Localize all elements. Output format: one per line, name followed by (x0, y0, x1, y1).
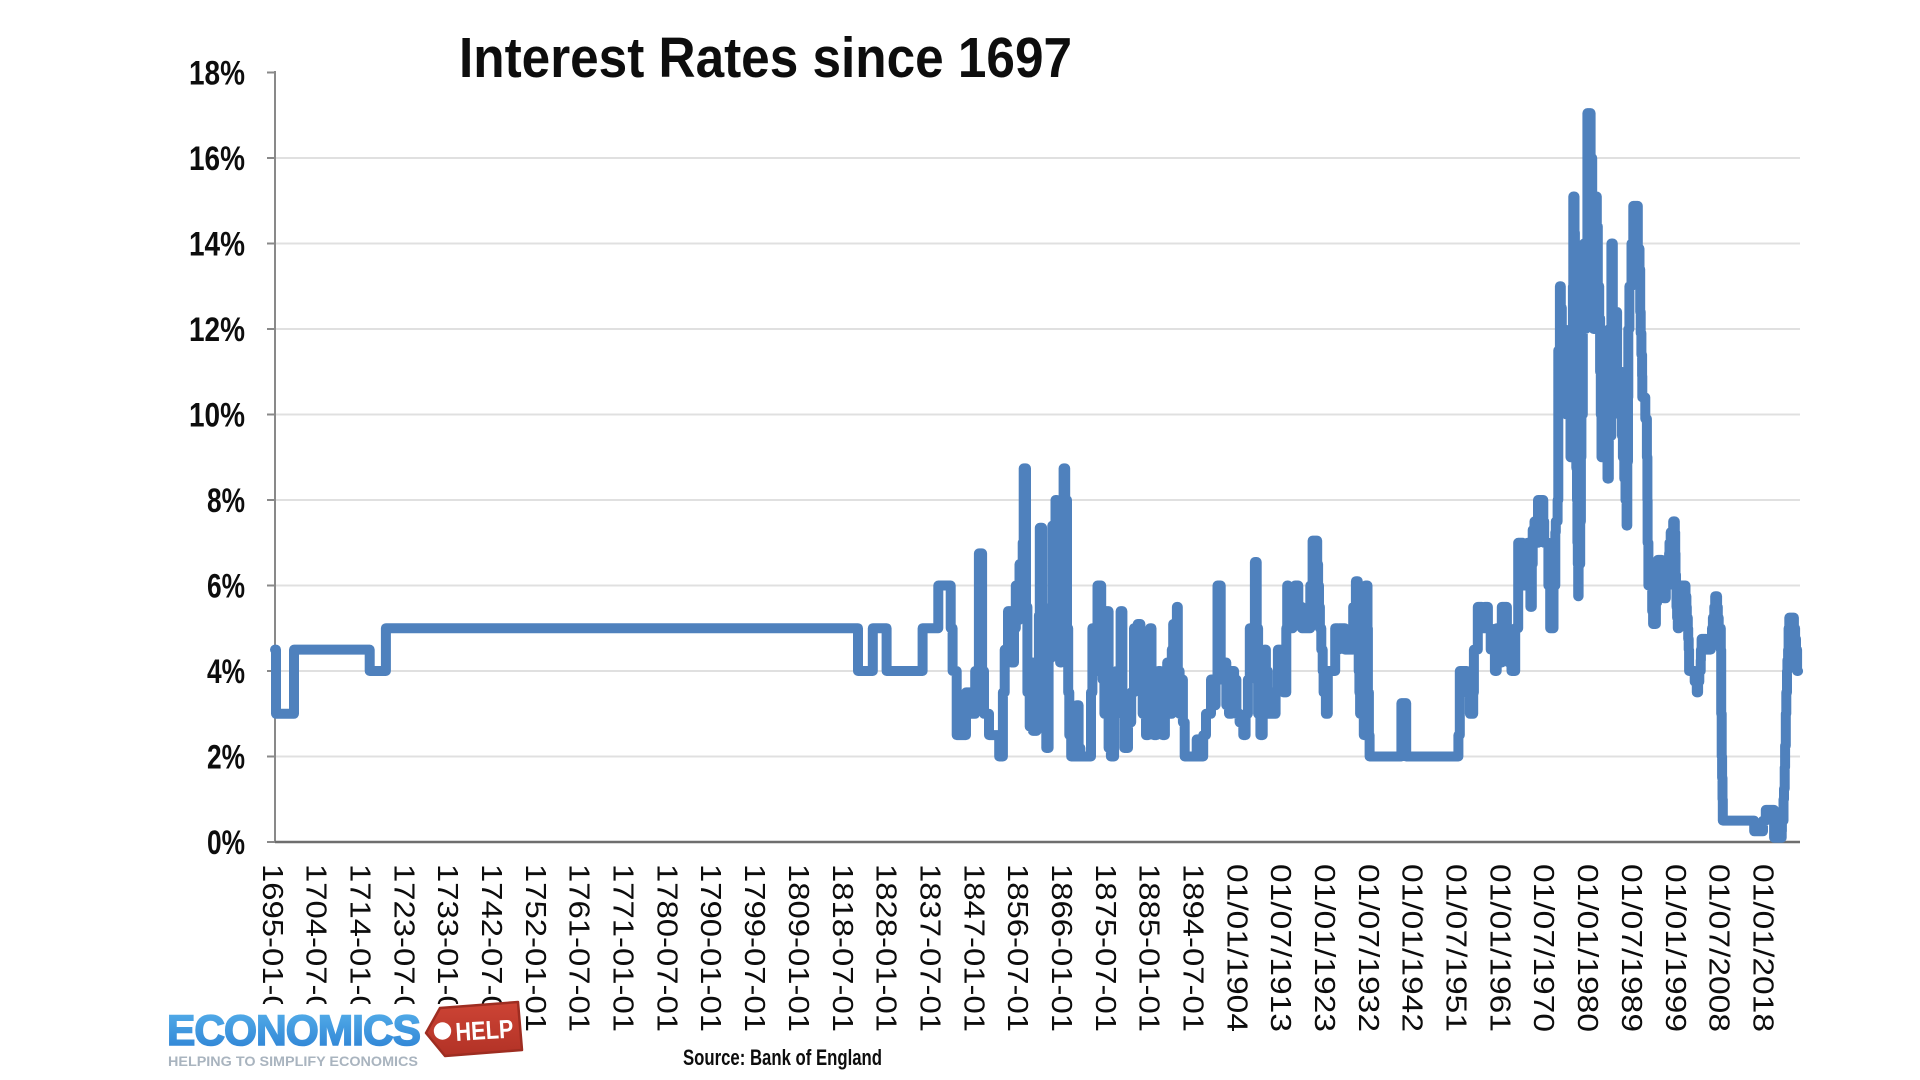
svg-text:1828-01-01: 1828-01-01 (870, 864, 902, 1032)
svg-text:HELPING TO SIMPLIFY ECONOMICS: HELPING TO SIMPLIFY ECONOMICS (168, 1054, 418, 1069)
svg-text:1837-07-01: 1837-07-01 (913, 864, 945, 1032)
svg-text:1885-01-01: 1885-01-01 (1133, 864, 1165, 1032)
svg-text:14%: 14% (189, 226, 245, 264)
svg-text:12%: 12% (189, 311, 245, 349)
svg-text:ECONOMICS: ECONOMICS (167, 1007, 420, 1055)
svg-text:01/07/1932: 01/07/1932 (1352, 864, 1384, 1032)
svg-text:1875-07-01: 1875-07-01 (1089, 864, 1121, 1032)
svg-text:01/01/1961: 01/01/1961 (1483, 864, 1515, 1032)
svg-text:1847-01-01: 1847-01-01 (957, 864, 989, 1032)
svg-text:01/01/1980: 01/01/1980 (1571, 864, 1603, 1032)
svg-text:1799-07-01: 1799-07-01 (738, 864, 770, 1032)
svg-text:18%: 18% (189, 55, 245, 93)
svg-text:01/07/2008: 01/07/2008 (1703, 864, 1735, 1032)
svg-text:Source: Bank of England: Source: Bank of England (683, 1045, 882, 1070)
svg-text:01/07/1970: 01/07/1970 (1527, 864, 1559, 1032)
svg-text:16%: 16% (189, 140, 245, 178)
svg-text:1866-01-01: 1866-01-01 (1045, 864, 1077, 1032)
svg-text:01/01/1999: 01/01/1999 (1659, 864, 1691, 1032)
svg-text:01/07/1913: 01/07/1913 (1264, 864, 1296, 1032)
svg-text:1809-01-01: 1809-01-01 (782, 864, 814, 1032)
svg-text:1790-01-01: 1790-01-01 (694, 864, 726, 1032)
svg-text:1894-07-01: 1894-07-01 (1177, 864, 1209, 1032)
svg-text:01/07/1951: 01/07/1951 (1440, 864, 1472, 1032)
svg-text:01/01/1904: 01/01/1904 (1220, 864, 1252, 1032)
svg-text:0%: 0% (207, 824, 245, 862)
svg-text:01/01/2018: 01/01/2018 (1746, 864, 1778, 1032)
svg-text:Interest Rates since 1697: Interest Rates since 1697 (459, 26, 1072, 90)
svg-text:1818-07-01: 1818-07-01 (826, 864, 858, 1032)
svg-text:6%: 6% (207, 568, 245, 606)
svg-text:10%: 10% (189, 397, 245, 435)
svg-text:HELP: HELP (455, 1014, 515, 1047)
svg-text:01/01/1923: 01/01/1923 (1308, 864, 1340, 1032)
svg-text:4%: 4% (207, 653, 245, 691)
svg-text:1856-07-01: 1856-07-01 (1001, 864, 1033, 1032)
svg-text:1780-07-01: 1780-07-01 (650, 864, 682, 1032)
svg-text:01/01/1942: 01/01/1942 (1396, 864, 1428, 1032)
svg-text:01/07/1989: 01/07/1989 (1615, 864, 1647, 1032)
svg-text:8%: 8% (207, 482, 245, 520)
svg-text:1761-07-01: 1761-07-01 (563, 864, 595, 1032)
svg-text:2%: 2% (207, 739, 245, 777)
svg-text:1771-01-01: 1771-01-01 (607, 864, 639, 1032)
svg-text:1752-01-01: 1752-01-01 (519, 864, 551, 1032)
